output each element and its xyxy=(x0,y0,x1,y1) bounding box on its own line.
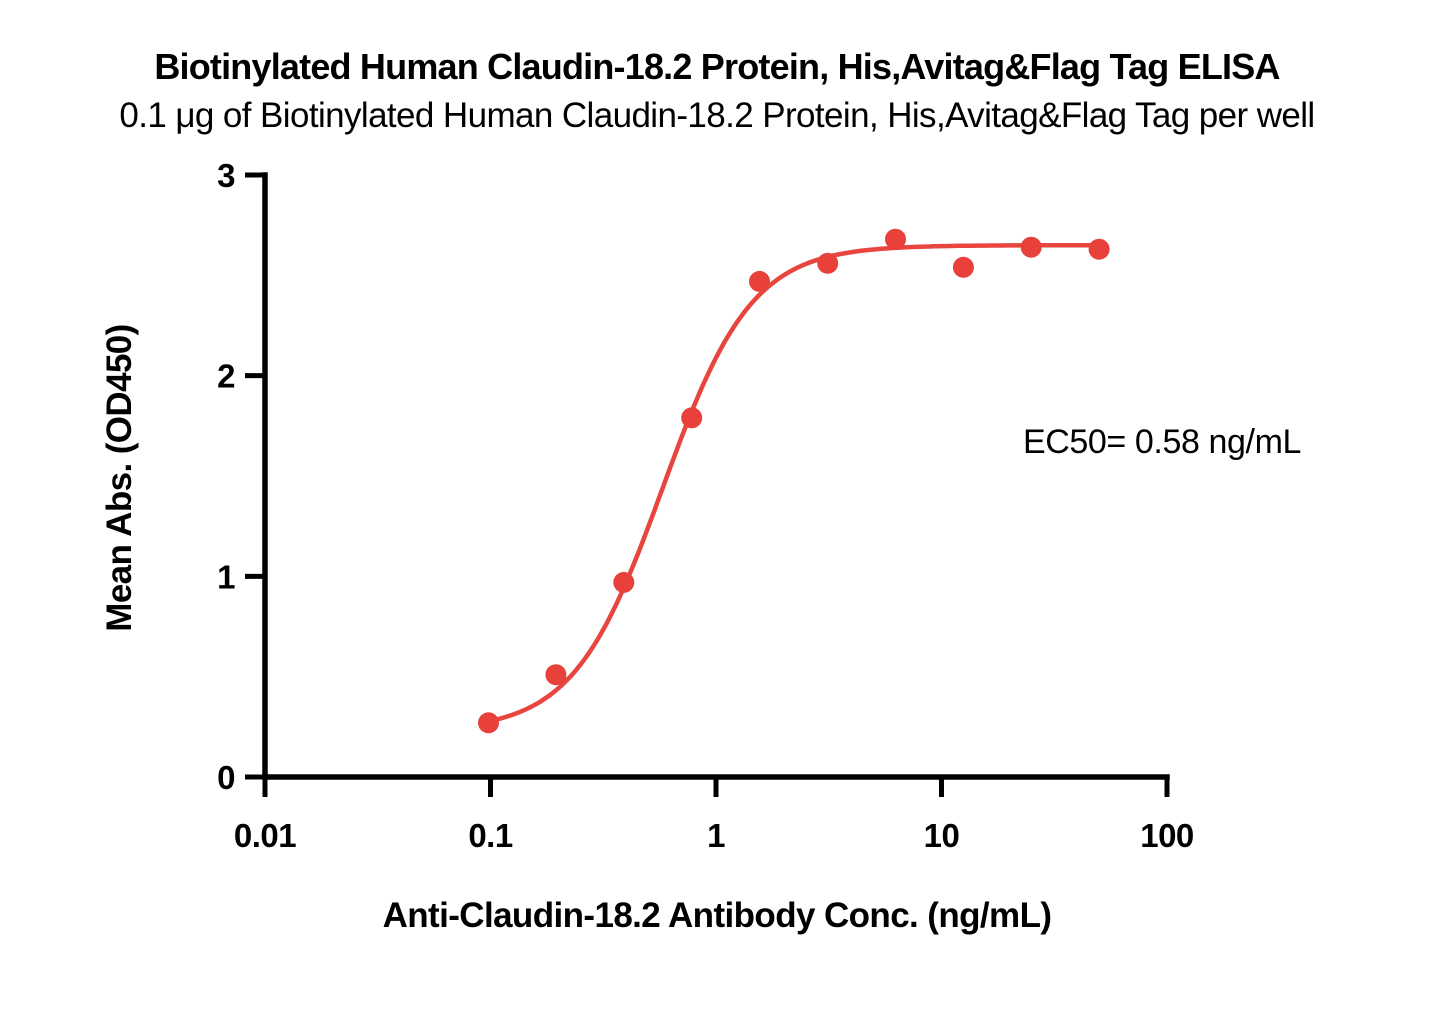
data-point xyxy=(817,252,839,274)
data-point xyxy=(1088,238,1110,260)
data-point xyxy=(478,712,499,734)
data-point xyxy=(545,664,567,686)
data-point xyxy=(885,228,906,250)
y-tick-label: 2 xyxy=(217,358,235,395)
x-tick-label: 1 xyxy=(707,817,725,854)
chart-subtitle: 0.1 μg of Biotinylated Human Claudin-18.… xyxy=(119,96,1315,135)
x-tick-label: 100 xyxy=(1140,817,1194,854)
data-point xyxy=(1020,236,1042,258)
x-tick-label: 0.01 xyxy=(234,817,296,854)
x-tick-label: 0.1 xyxy=(468,817,513,854)
y-tick-label: 0 xyxy=(217,759,235,796)
fit-curve xyxy=(488,243,1100,724)
x-axis-title: Anti-Claudin-18.2 Antibody Conc. (ng/mL) xyxy=(383,896,1052,935)
axes xyxy=(262,172,1170,780)
y-axis-title: Mean Abs. (OD450) xyxy=(100,324,139,631)
x-tick-label: 10 xyxy=(924,817,960,854)
ec50-annotation: EC50= 0.58 ng/mL xyxy=(1023,423,1301,461)
data-point xyxy=(681,407,703,429)
x-axis-ticks: 0.01 0.1 1 10 100 xyxy=(234,777,1194,854)
data-point xyxy=(613,571,635,593)
data-point xyxy=(952,256,974,278)
y-tick-label: 1 xyxy=(217,558,235,595)
y-tick-label: 3 xyxy=(217,157,235,194)
data-point xyxy=(749,270,770,292)
data-points xyxy=(478,228,1110,734)
y-axis-ticks: 0 1 2 3 xyxy=(217,157,265,796)
axis-lines xyxy=(262,172,1170,780)
chart-title: Biotinylated Human Claudin-18.2 Protein,… xyxy=(154,46,1280,87)
